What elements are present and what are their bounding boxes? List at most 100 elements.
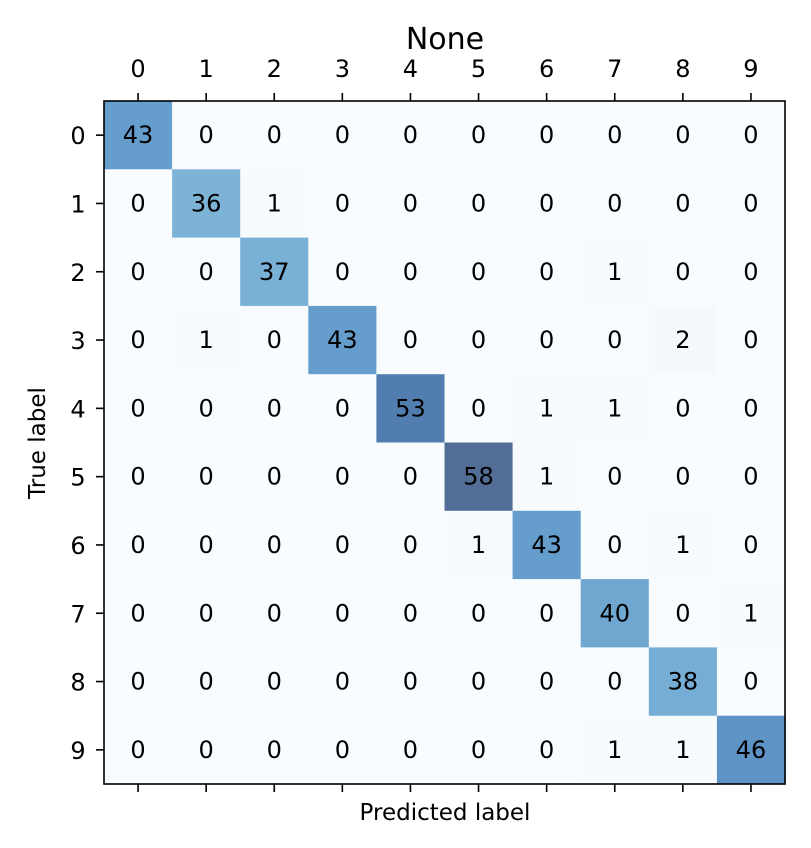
cell-value-label: 0 (403, 599, 418, 627)
cell-value-label: 0 (743, 189, 758, 217)
cell-value-label: 0 (607, 121, 622, 149)
cell-value-label: 0 (403, 326, 418, 354)
heatmap-cell-r0-c3 (308, 101, 377, 170)
x-tick-label: 5 (471, 55, 486, 83)
heatmap-cell-r6-c4 (376, 510, 446, 580)
cell-value-label: 0 (130, 463, 145, 491)
heatmap-cell-r0-c9 (716, 101, 786, 170)
heatmap-cell-r2-c3 (308, 237, 377, 307)
heatmap-cell-r7-c2 (240, 579, 309, 648)
cell-value-label: 0 (675, 189, 690, 217)
heatmap-cell-r4-c4 (376, 374, 446, 444)
x-tick-label: 7 (607, 55, 622, 83)
y-tick-label: 0 (70, 122, 85, 150)
heatmap-cell-r1-c8 (648, 169, 718, 239)
cell-value-label: 0 (471, 599, 486, 627)
x-tick-label: 4 (403, 55, 418, 83)
heatmap-cell-r0-c1 (172, 101, 241, 170)
heatmap-cell-r2-c1 (172, 237, 241, 307)
cell-value-label: 0 (539, 736, 554, 764)
heatmap-cell-r4-c2 (240, 374, 309, 444)
heatmap-cell-r3-c0 (104, 305, 173, 375)
y-tick-label: 9 (70, 737, 85, 765)
cell-value-label: 0 (471, 326, 486, 354)
cell-value-label: 46 (736, 736, 767, 764)
cell-value-label: 0 (607, 189, 622, 217)
cell-value-label: 0 (403, 531, 418, 559)
heatmap-cell-r6-c9 (716, 510, 786, 580)
heatmap-cell-r8-c0 (104, 647, 173, 717)
x-tick-label: 1 (199, 55, 214, 83)
cell-value-label: 0 (130, 326, 145, 354)
heatmap-cell-r7-c1 (172, 579, 241, 648)
heatmap-cell-r4-c0 (104, 374, 173, 444)
cell-value-label: 0 (130, 531, 145, 559)
heatmap-cell-r0-c4 (376, 101, 446, 170)
cell-value-label: 0 (199, 736, 214, 764)
heatmap-cell-r7-c7 (580, 579, 650, 648)
heatmap-cell-r3-c3 (308, 305, 377, 375)
cell-value-label: 1 (607, 258, 622, 286)
cell-value-label: 1 (471, 531, 486, 559)
heatmap-cell-r7-c3 (308, 579, 377, 648)
cell-value-label: 0 (743, 668, 758, 696)
heatmap-cell-r2-c5 (444, 237, 514, 307)
cell-value-label: 0 (471, 121, 486, 149)
cell-value-label: 0 (607, 531, 622, 559)
heatmap-cell-r6-c5 (444, 510, 514, 580)
cell-value-label: 0 (335, 258, 350, 286)
heatmap-cell-r3-c4 (376, 305, 446, 375)
heatmap-cell-r1-c2 (240, 169, 309, 239)
heatmap-cell-r4-c3 (308, 374, 377, 444)
cell-value-label: 0 (539, 189, 554, 217)
heatmap-cell-r8-c9 (716, 647, 786, 717)
heatmap-cell-r5-c7 (580, 442, 650, 512)
heatmap-cell-r5-c0 (104, 442, 173, 512)
cell-value-label: 0 (471, 736, 486, 764)
cell-value-label: 0 (335, 736, 350, 764)
cell-value-label: 53 (395, 394, 426, 422)
cell-value-label: 37 (259, 258, 290, 286)
cell-value-label: 0 (403, 463, 418, 491)
heatmap-cell-r6-c8 (648, 510, 718, 580)
cell-value-label: 0 (267, 736, 282, 764)
cell-value-label: 0 (675, 258, 690, 286)
cell-value-label: 0 (267, 668, 282, 696)
cell-value-label: 0 (539, 668, 554, 696)
heatmap-cell-r5-c9 (716, 442, 786, 512)
y-axis-label: True label (25, 387, 51, 500)
heatmap-cell-r4-c7 (580, 374, 650, 444)
cell-value-label: 58 (463, 463, 494, 491)
cell-value-label: 0 (403, 736, 418, 764)
heatmap-cell-r8-c1 (172, 647, 241, 717)
heatmap-cell-r2-c9 (716, 237, 786, 307)
heatmap-cell-r4-c5 (444, 374, 514, 444)
cell-value-label: 40 (599, 599, 630, 627)
y-tick-label: 2 (70, 259, 85, 287)
cell-value-label: 0 (199, 599, 214, 627)
heatmap-cell-r6-c3 (308, 510, 377, 580)
heatmap-cell-r4-c8 (648, 374, 718, 444)
heatmap-cell-r0-c8 (648, 101, 718, 170)
heatmap-cell-r8-c8 (648, 647, 718, 717)
heatmap-cell-r8-c5 (444, 647, 514, 717)
heatmap-cell-r1-c3 (308, 169, 377, 239)
x-tick-label: 8 (675, 55, 690, 83)
heatmap-cell-r2-c2 (240, 237, 309, 307)
cell-value-label: 1 (199, 326, 214, 354)
cell-value-label: 0 (335, 189, 350, 217)
cell-value-label: 0 (267, 599, 282, 627)
heatmap-cell-r2-c0 (104, 237, 173, 307)
cell-value-label: 0 (267, 394, 282, 422)
cell-value-label: 0 (743, 463, 758, 491)
x-axis-label: Predicted label (360, 800, 531, 826)
heatmap-cell-r4-c6 (512, 374, 582, 444)
cell-value-label: 1 (607, 736, 622, 764)
cell-value-label: 38 (668, 668, 699, 696)
x-tick-label: 0 (130, 55, 145, 83)
heatmap-cell-r2-c4 (376, 237, 446, 307)
heatmap-cell-r6-c1 (172, 510, 241, 580)
y-tick-label: 8 (70, 669, 85, 697)
heatmap-cell-r3-c7 (580, 305, 650, 375)
heatmap-cell-r9-c3 (308, 715, 377, 785)
